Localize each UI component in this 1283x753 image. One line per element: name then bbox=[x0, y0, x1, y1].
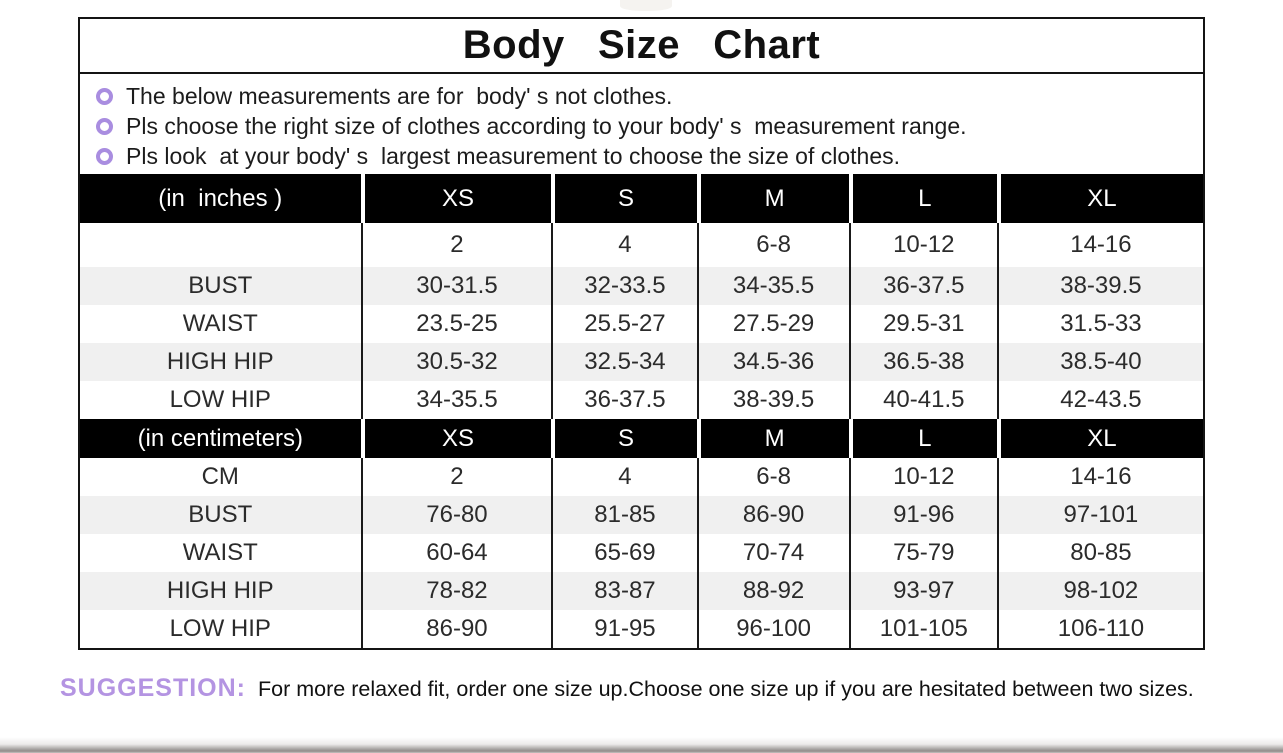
suggestion-text: For more relaxed fit, order one size up.… bbox=[258, 677, 1194, 701]
row-label-empty bbox=[80, 223, 361, 267]
note-text: Pls look at your body' s largest measure… bbox=[126, 142, 901, 169]
table-cell: 10-12 bbox=[848, 458, 997, 496]
table-cell: 65-69 bbox=[551, 534, 697, 572]
table-cell: 80-85 bbox=[996, 534, 1203, 572]
table-cell: 32-33.5 bbox=[551, 267, 697, 305]
bullet-ring-icon bbox=[96, 147, 113, 165]
cm-header-m: M bbox=[696, 419, 849, 458]
table-cell: 36-37.5 bbox=[848, 267, 997, 305]
table-cell: 32.5-34 bbox=[551, 343, 697, 381]
inches-header-unit: (in inches ) bbox=[80, 174, 361, 223]
inches-header-xs: XS bbox=[360, 174, 552, 223]
table-cell: 38.5-40 bbox=[996, 343, 1203, 381]
size-table-centimeters: (in centimeters) XS S M L XL CM 2 4 6-8 … bbox=[80, 419, 1203, 648]
table-cell: 6-8 bbox=[696, 223, 849, 267]
bullet-ring-icon bbox=[96, 117, 113, 135]
note-item: Pls choose the right size of clothes acc… bbox=[96, 111, 1203, 141]
table-cell: 91-95 bbox=[551, 610, 697, 648]
table-cell: 86-90 bbox=[696, 496, 849, 534]
row-label-waist: WAIST bbox=[80, 305, 361, 343]
table-cell: 25.5-27 bbox=[551, 305, 697, 343]
table-cell: 4 bbox=[551, 223, 697, 267]
table-cell: 34-35.5 bbox=[360, 381, 552, 419]
table-cell: 30-31.5 bbox=[360, 267, 552, 305]
table-cell: 86-90 bbox=[360, 610, 552, 648]
note-item: The below measurements are for body' s n… bbox=[96, 81, 1203, 111]
bullet-ring-icon bbox=[96, 87, 113, 105]
table-cell: 97-101 bbox=[996, 496, 1203, 534]
table-cell: 2 bbox=[360, 458, 552, 496]
notes-list: The below measurements are for body' s n… bbox=[80, 74, 1203, 174]
row-label-high-hip: HIGH HIP bbox=[80, 343, 361, 381]
note-text: The below measurements are for body' s n… bbox=[126, 82, 673, 109]
row-label-low-hip: LOW HIP bbox=[80, 381, 361, 419]
table-cell: 83-87 bbox=[551, 572, 697, 610]
table-cell: 75-79 bbox=[848, 534, 997, 572]
row-label-high-hip: HIGH HIP bbox=[80, 572, 361, 610]
table-cell: 36.5-38 bbox=[848, 343, 997, 381]
cm-header-xl: XL bbox=[996, 419, 1203, 458]
table-cell: 88-92 bbox=[696, 572, 849, 610]
table-cell: 42-43.5 bbox=[996, 381, 1203, 419]
inches-header-s: S bbox=[551, 174, 697, 223]
size-table-inches: (in inches ) XS S M L XL 2 4 6-8 10-12 1… bbox=[80, 174, 1203, 419]
table-cell: 27.5-29 bbox=[696, 305, 849, 343]
cm-header-l: L bbox=[848, 419, 997, 458]
suggestion-line: SUGGESTION: For more relaxed fit, order … bbox=[60, 674, 1260, 703]
row-label-bust: BUST bbox=[80, 267, 361, 305]
size-chart-panel: Body Size Chart The below measurements a… bbox=[78, 17, 1205, 650]
table-cell: 36-37.5 bbox=[551, 381, 697, 419]
table-cell: 14-16 bbox=[996, 458, 1203, 496]
table-cell: 2 bbox=[360, 223, 552, 267]
inches-header-m: M bbox=[696, 174, 849, 223]
page-title: Body Size Chart bbox=[80, 19, 1203, 74]
table-cell: 34-35.5 bbox=[696, 267, 849, 305]
note-item: Pls look at your body' s largest measure… bbox=[96, 141, 1203, 171]
cm-header-xs: XS bbox=[360, 419, 552, 458]
table-cell: 60-64 bbox=[360, 534, 552, 572]
table-cell: 98-102 bbox=[996, 572, 1203, 610]
table-cell: 101-105 bbox=[848, 610, 997, 648]
row-label-waist: WAIST bbox=[80, 534, 361, 572]
cm-header-unit: (in centimeters) bbox=[80, 419, 361, 458]
table-cell: 34.5-36 bbox=[696, 343, 849, 381]
cm-header-s: S bbox=[551, 419, 697, 458]
note-text: Pls choose the right size of clothes acc… bbox=[126, 112, 967, 139]
table-cell: 81-85 bbox=[551, 496, 697, 534]
table-cell: 38-39.5 bbox=[696, 381, 849, 419]
table-cell: 6-8 bbox=[696, 458, 849, 496]
inches-header-xl: XL bbox=[996, 174, 1203, 223]
bottom-image-edge bbox=[0, 737, 1283, 753]
inches-header-l: L bbox=[848, 174, 997, 223]
row-label-cm: CM bbox=[80, 458, 361, 496]
table-cell: 31.5-33 bbox=[996, 305, 1203, 343]
table-cell: 14-16 bbox=[996, 223, 1203, 267]
suggestion-label: SUGGESTION: bbox=[60, 674, 247, 702]
table-cell: 76-80 bbox=[360, 496, 552, 534]
table-cell: 40-41.5 bbox=[848, 381, 997, 419]
row-label-bust: BUST bbox=[80, 496, 361, 534]
table-cell: 4 bbox=[551, 458, 697, 496]
table-cell: 29.5-31 bbox=[848, 305, 997, 343]
table-cell: 10-12 bbox=[848, 223, 997, 267]
row-label-low-hip: LOW HIP bbox=[80, 610, 361, 648]
table-cell: 96-100 bbox=[696, 610, 849, 648]
table-cell: 93-97 bbox=[848, 572, 997, 610]
table-cell: 38-39.5 bbox=[996, 267, 1203, 305]
table-cell: 91-96 bbox=[848, 496, 997, 534]
top-crop-artifact bbox=[620, 0, 672, 11]
table-cell: 70-74 bbox=[696, 534, 849, 572]
table-cell: 30.5-32 bbox=[360, 343, 552, 381]
table-cell: 78-82 bbox=[360, 572, 552, 610]
table-cell: 23.5-25 bbox=[360, 305, 552, 343]
table-cell: 106-110 bbox=[996, 610, 1203, 648]
